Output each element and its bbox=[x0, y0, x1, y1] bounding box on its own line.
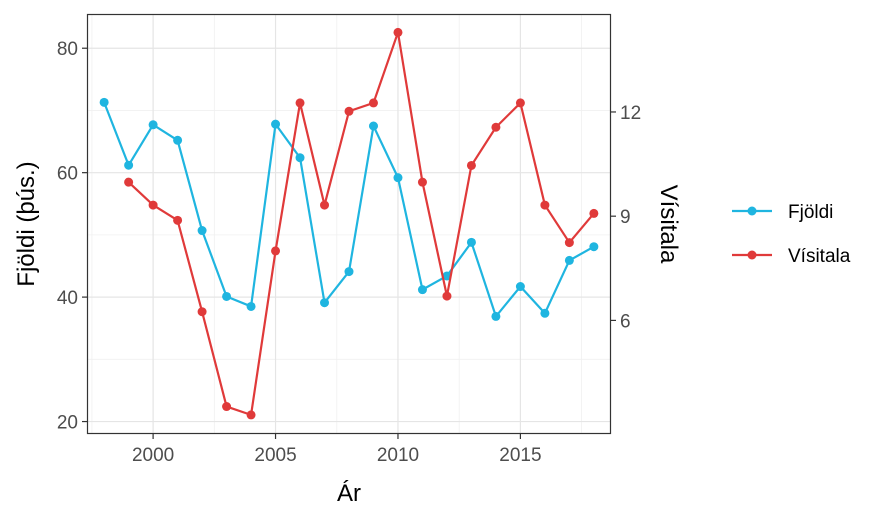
data-point-visitala bbox=[344, 106, 354, 116]
data-point-visitala bbox=[491, 122, 501, 132]
data-point-fjoldi bbox=[368, 121, 378, 131]
series-line-visitala bbox=[127, 31, 595, 416]
data-point-visitala bbox=[589, 208, 599, 218]
data-point-fjoldi bbox=[124, 160, 134, 170]
data-point-fjoldi bbox=[344, 267, 354, 277]
data-point-fjoldi bbox=[393, 173, 403, 183]
x-axis-title: Ár bbox=[337, 480, 361, 507]
data-point-visitala bbox=[393, 27, 403, 37]
grid bbox=[87, 14, 611, 434]
data-point-fjoldi bbox=[222, 291, 232, 301]
data-point-fjoldi bbox=[173, 135, 183, 145]
data-point-visitala bbox=[540, 200, 550, 210]
y-left-tick-label: 20 bbox=[57, 413, 78, 434]
data-point-fjoldi bbox=[466, 237, 476, 247]
data-point-fjoldi bbox=[515, 282, 525, 292]
data-point-visitala bbox=[271, 246, 281, 256]
data-point-visitala bbox=[124, 177, 134, 187]
data-point-fjoldi bbox=[589, 242, 599, 252]
data-point-visitala bbox=[417, 177, 427, 187]
data-point-fjoldi bbox=[148, 120, 158, 130]
data-point-fjoldi bbox=[271, 119, 281, 129]
data-point-fjoldi bbox=[320, 298, 330, 308]
data-point-visitala bbox=[173, 215, 183, 225]
legend-marker-visitala bbox=[747, 250, 757, 260]
data-point-visitala bbox=[515, 98, 525, 108]
data-point-fjoldi bbox=[295, 153, 305, 163]
series-layer bbox=[99, 27, 599, 420]
data-point-visitala bbox=[466, 160, 476, 170]
data-point-visitala bbox=[148, 200, 158, 210]
data-point-visitala bbox=[222, 402, 232, 412]
panel-border bbox=[86, 13, 612, 435]
legend: Fjöldi Vísitala bbox=[732, 202, 851, 267]
data-point-fjoldi bbox=[99, 97, 109, 107]
data-point-visitala bbox=[320, 200, 330, 210]
y-right-tick-label: 6 bbox=[620, 311, 631, 332]
y-left-tick-label: 80 bbox=[57, 39, 78, 60]
x-tick-label: 2015 bbox=[499, 445, 541, 466]
x-tick-label: 2000 bbox=[132, 445, 174, 466]
data-point-fjoldi bbox=[246, 301, 256, 311]
y-axis-left-title: Fjöldi (þús.) bbox=[13, 161, 40, 286]
legend-label-visitala: Vísitala bbox=[788, 246, 851, 267]
panel-background bbox=[87, 14, 611, 434]
data-point-visitala bbox=[246, 410, 256, 420]
ticks: 2000 2005 2010 2015 20 40 60 80 6 9 12 bbox=[57, 39, 641, 466]
y-right-tick-label: 12 bbox=[620, 103, 641, 124]
data-point-visitala bbox=[564, 238, 574, 248]
data-point-fjoldi bbox=[540, 308, 550, 318]
y-left-tick-label: 60 bbox=[57, 164, 78, 185]
y-right-tick-label: 9 bbox=[620, 207, 631, 228]
x-tick-label: 2005 bbox=[254, 445, 296, 466]
y-axis-right-title: Vísitala bbox=[655, 185, 682, 264]
data-point-visitala bbox=[197, 307, 207, 317]
y-left-tick-label: 40 bbox=[57, 288, 78, 309]
legend-label-fjoldi: Fjöldi bbox=[788, 202, 833, 223]
data-point-fjoldi bbox=[417, 285, 427, 295]
data-point-visitala bbox=[368, 98, 378, 108]
data-point-visitala bbox=[442, 291, 452, 301]
data-point-visitala bbox=[295, 98, 305, 108]
data-point-fjoldi bbox=[564, 255, 574, 265]
data-point-fjoldi bbox=[491, 311, 501, 321]
x-tick-label: 2010 bbox=[377, 445, 419, 466]
legend-marker-fjoldi bbox=[747, 206, 757, 216]
data-point-fjoldi bbox=[197, 226, 207, 236]
